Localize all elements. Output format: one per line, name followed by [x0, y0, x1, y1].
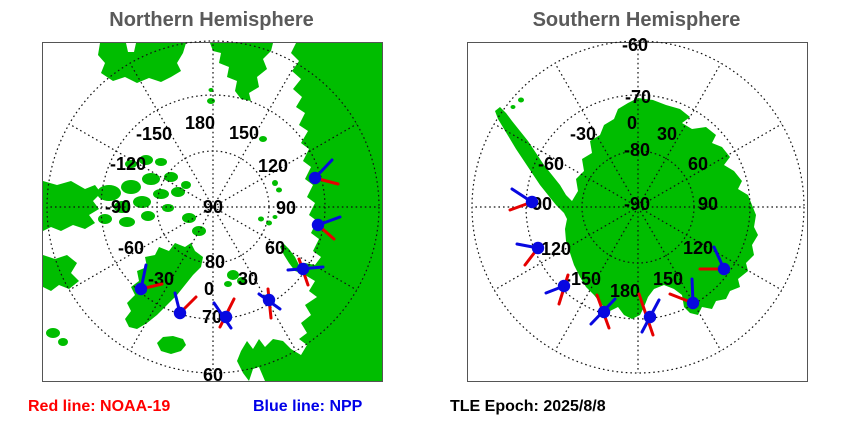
south-map-svg: 0306090120150180-150-120-90-60-30-90-80-…: [471, 35, 805, 374]
north-satellite-markers: [134, 158, 342, 330]
grid-label: 120: [683, 238, 713, 258]
grid-label: 30: [657, 124, 677, 144]
npp-track-line: [544, 284, 566, 295]
npp-track-line: [286, 265, 325, 272]
npp-track-line: [589, 297, 617, 326]
grid-label: 120: [258, 156, 288, 176]
grid-label: 90: [276, 198, 296, 218]
land-arctic-islands: [46, 88, 282, 346]
land-antarctic-islands: [510, 97, 524, 109]
grid-label: -60: [118, 238, 144, 258]
npp-track-line: [313, 158, 334, 180]
grid-label: 60: [265, 238, 285, 258]
npp-track-line: [690, 277, 695, 305]
south-graticule: [471, 40, 805, 374]
grid-label: 150: [229, 123, 259, 143]
grid-label: -120: [535, 239, 571, 259]
land-greenland: [125, 243, 203, 329]
south-map-title: Southern Hemisphere: [532, 9, 741, 31]
grid-label: 60: [688, 154, 708, 174]
grid-label: -30: [570, 124, 596, 144]
grid-label: 0: [627, 113, 637, 133]
grid-label: -90: [105, 197, 131, 217]
south-map: 0 30 60 90 120 150 180 -150 -120 -90 -60 -30 -90 -80-…: [467, 35, 808, 382]
land-iceland: [157, 336, 186, 354]
npp-track-line: [212, 301, 233, 330]
north-map: 180 150 120 90 60 30 0 -30 -60 -90 -120 -150 90 80 70 6…: [42, 40, 383, 385]
grid-label: -90: [624, 194, 650, 214]
grid-label: -150: [136, 124, 172, 144]
npp-track-line: [712, 245, 726, 271]
land-siberia: [237, 43, 382, 381]
north-map-title: Northern Hemisphere: [109, 9, 314, 31]
legend-npp: Blue line: NPP: [253, 398, 363, 415]
north-map-svg: 180 150 120 90 60 30 0 -30-60 -90 -120 -150 90 80 70 6…: [43, 40, 382, 385]
grid-label: 80: [205, 252, 225, 272]
grid-label: -70: [625, 87, 651, 107]
grid-label: -60: [538, 154, 564, 174]
grid-label: -120: [110, 154, 146, 174]
grid-label: 150: [653, 269, 683, 289]
npp-track-line: [257, 292, 282, 311]
land-alaska: [98, 43, 186, 83]
tle-epoch-label: TLE Epoch: 2025/8/8: [450, 398, 606, 415]
npp-track-line: [173, 291, 182, 315]
grid-label: 180: [185, 113, 215, 133]
land-antarctica: [495, 98, 758, 319]
npp-track-line: [139, 263, 148, 291]
npp-track-line: [316, 215, 342, 227]
grid-label: 60: [203, 365, 223, 385]
south-satellite-markers: [508, 187, 731, 337]
land-novaya-zemlya: [280, 243, 301, 273]
grid-label: 90: [203, 197, 223, 217]
grid-label: -60: [622, 35, 648, 55]
south-landmasses: [495, 97, 758, 319]
north-graticule: [46, 40, 380, 374]
grid-label: -80: [624, 140, 650, 160]
npp-track-line: [510, 187, 534, 204]
grid-label: 180: [610, 281, 640, 301]
grid-label: -30: [148, 269, 174, 289]
grid-label: 90: [698, 194, 718, 214]
land-canada-lower: [43, 255, 79, 291]
legend-noaa19: Red line: NOAA-19: [28, 398, 171, 415]
land-canada-upper: [43, 181, 101, 231]
north-grid-labels: 180 150 120 90 60 30 0 -30-60 -90 -120 -150 90 80 70 6…: [105, 113, 296, 385]
npp-track-line: [640, 298, 661, 334]
grid-label: 70: [202, 307, 222, 327]
npp-track-line: [515, 242, 540, 250]
north-landmasses: [43, 43, 382, 381]
grid-label: 0: [204, 279, 214, 299]
land-chukotka: [210, 43, 273, 101]
grid-label: 30: [238, 269, 258, 289]
south-grid-labels: 0306090120150180-150-120-90-60-30-90-80-…: [526, 35, 718, 301]
grid-label: -150: [565, 269, 601, 289]
